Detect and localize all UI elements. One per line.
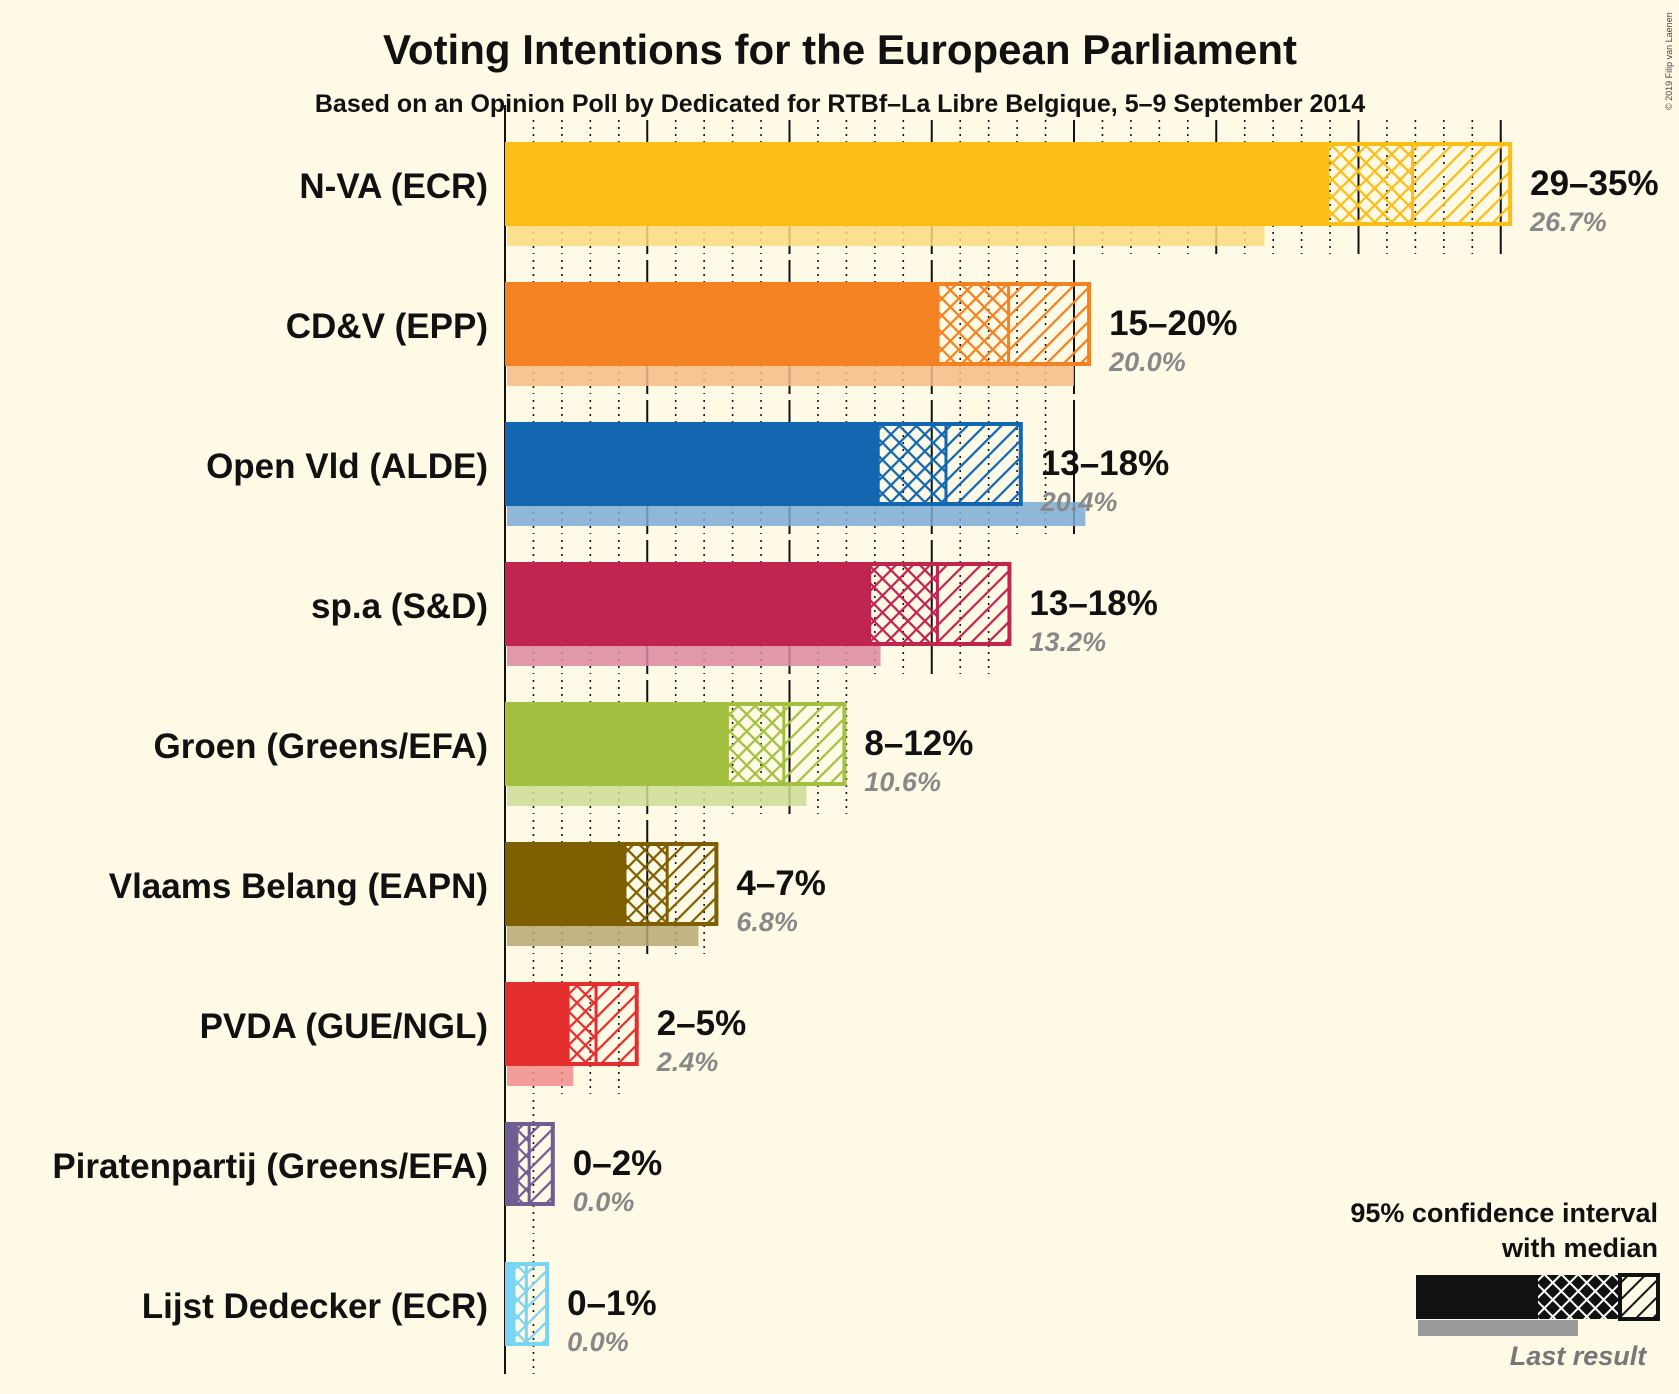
bar-hatch-n-va-ecr: [1412, 142, 1513, 226]
chart-subtitle: Based on an Opinion Poll by Dedicated fo…: [315, 90, 1365, 118]
range-label-pvda-gue-ngl: 2–5%: [657, 1004, 747, 1043]
bar-crosshatch-sp-a-s-d: [869, 562, 938, 646]
ci-outline-groen-greens-efa: [724, 702, 847, 786]
copyright-text: © 2019 Filip van Laenen: [1664, 12, 1674, 110]
range-label-n-va-ecr: 29–35%: [1530, 164, 1658, 203]
bar-solid-sp-a-s-d: [505, 562, 870, 646]
bar-crosshatch-pvda-gue-ngl: [567, 982, 597, 1066]
bar-crosshatch-cd-v-epp: [937, 282, 1009, 366]
last-result-label-lijst-dedecker-ecr: 0.0%: [567, 1327, 629, 1357]
ci-outline-piratenpartij-greens-efa: [514, 1122, 555, 1206]
bar-crosshatch-groen-greens-efa: [726, 702, 784, 786]
bar-solid-groen-greens-efa: [505, 702, 727, 786]
last-result-label-pvda-gue-ngl: 2.4%: [656, 1047, 719, 1077]
bar-crosshatch-lijst-dedecker-ecr: [513, 1262, 527, 1346]
bar-solid-n-va-ecr: [505, 142, 1328, 226]
range-label-open-vld-alde: 13–18%: [1041, 444, 1169, 483]
last-result-label-groen-greens-efa: 10.6%: [864, 767, 941, 797]
ci-outline-sp-a-s-d: [867, 562, 1012, 646]
last-result-label-piratenpartij-greens-efa: 0.0%: [573, 1187, 635, 1217]
bar-hatch-piratenpartij-greens-efa: [529, 1122, 555, 1206]
bar-crosshatch-open-vld-alde: [877, 422, 946, 506]
legend-title-line1: 95% confidence interval: [1350, 1198, 1658, 1228]
bar-hatch-sp-a-s-d: [937, 562, 1012, 646]
last-result-label-n-va-ecr: 26.7%: [1529, 207, 1607, 237]
ci-outline-n-va-ecr: [1325, 142, 1513, 226]
bar-hatch-groen-greens-efa: [783, 702, 847, 786]
bar-crosshatch-piratenpartij-greens-efa: [516, 1122, 530, 1206]
range-label-piratenpartij-greens-efa: 0–2%: [573, 1144, 663, 1183]
ci-outline-pvda-gue-ngl: [565, 982, 639, 1066]
legend-crosshatch-a: [1538, 1275, 1620, 1319]
party-label-n-va-ecr: N-VA (ECR): [299, 167, 488, 206]
range-label-groen-greens-efa: 8–12%: [864, 724, 973, 763]
party-label-lijst-dedecker-ecr: Lijst Dedecker (ECR): [142, 1287, 488, 1326]
last-result-label-cd-v-epp: 20.0%: [1108, 347, 1186, 377]
legend: 95% confidence interval with median Last…: [1350, 1198, 1660, 1371]
bar-solid-open-vld-alde: [505, 422, 878, 506]
party-label-vlaams-belang-eapn: Vlaams Belang (EAPN): [109, 867, 488, 906]
ci-outline-vlaams-belang-eapn: [622, 842, 719, 926]
bar-hatch-open-vld-alde: [945, 422, 1023, 506]
legend-solid-bar: [1416, 1275, 1538, 1319]
ci-outline-open-vld-alde: [875, 422, 1023, 506]
legend-title-line2: with median: [1501, 1233, 1658, 1263]
bar-crosshatch-n-va-ecr: [1327, 142, 1413, 226]
bar-solid-cd-v-epp: [505, 282, 938, 366]
party-label-piratenpartij-greens-efa: Piratenpartij (Greens/EFA): [52, 1147, 488, 1186]
bar-hatch-pvda-gue-ngl: [596, 982, 639, 1066]
party-label-pvda-gue-ngl: PVDA (GUE/NGL): [200, 1007, 488, 1046]
last-result-label-vlaams-belang-eapn: 6.8%: [736, 907, 798, 937]
bar-crosshatch-vlaams-belang-eapn: [624, 842, 668, 926]
range-label-cd-v-epp: 15–20%: [1109, 304, 1237, 343]
bar-hatch-cd-v-epp: [1008, 282, 1092, 366]
range-label-lijst-dedecker-ecr: 0–1%: [567, 1284, 657, 1323]
range-label-vlaams-belang-eapn: 4–7%: [736, 864, 826, 903]
last-result-label-sp-a-s-d: 13.2%: [1029, 627, 1106, 657]
party-label-groen-greens-efa: Groen (Greens/EFA): [153, 727, 488, 766]
party-label-sp-a-s-d: sp.a (S&D): [311, 587, 488, 626]
range-label-sp-a-s-d: 13–18%: [1029, 584, 1157, 623]
ci-outline-lijst-dedecker-ecr: [511, 1262, 550, 1346]
bar-solid-pvda-gue-ngl: [505, 982, 568, 1066]
legend-last-result-bar: [1418, 1320, 1578, 1336]
bars-group: N-VA (ECR) 29–35% 26.7% CD&V (EPP) 15–20% 20.…: [52, 142, 1659, 1357]
ci-outline-cd-v-epp: [935, 282, 1092, 366]
bar-hatch-vlaams-belang-eapn: [667, 842, 719, 926]
bar-solid-piratenpartij-greens-efa: [505, 1122, 517, 1206]
party-label-cd-v-epp: CD&V (EPP): [286, 307, 488, 346]
legend-hatch-box: [1618, 1273, 1660, 1321]
bar-hatch-lijst-dedecker-ecr: [526, 1262, 550, 1346]
party-label-open-vld-alde: Open Vld (ALDE): [206, 447, 488, 486]
chart-title: Voting Intentions for the European Parli…: [383, 26, 1297, 73]
bar-solid-vlaams-belang-eapn: [505, 842, 625, 926]
legend-last-result-label: Last result: [1510, 1341, 1648, 1371]
bar-solid-lijst-dedecker-ecr: [505, 1262, 514, 1346]
last-result-label-open-vld-alde: 20.4%: [1040, 487, 1118, 517]
